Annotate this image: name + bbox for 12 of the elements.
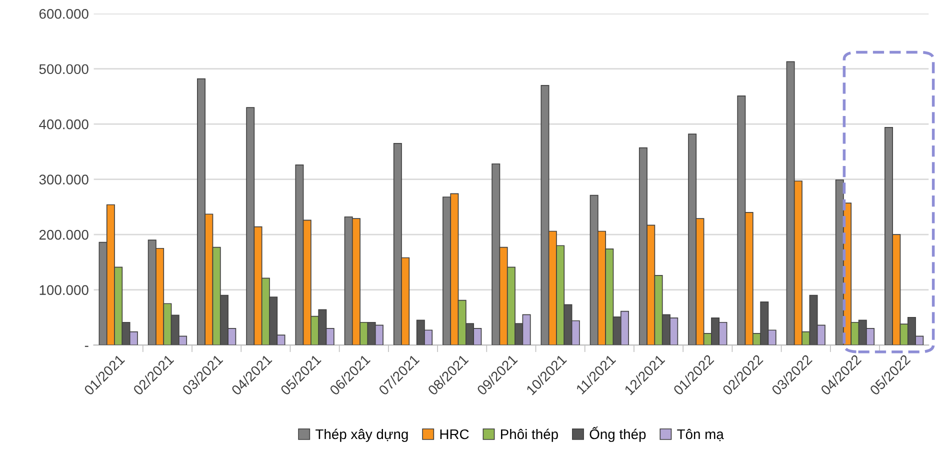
y-tick-label: 100.000 xyxy=(40,285,88,295)
y-tick-label: - xyxy=(84,346,88,347)
legend-label: Tôn mạ xyxy=(677,428,724,442)
legend-label: HRC xyxy=(440,429,469,440)
legend-label: Ống thép xyxy=(590,426,646,442)
y-tick-label: 200.000 xyxy=(39,230,88,240)
y-tick-label: 300.000 xyxy=(39,174,88,184)
y-tick-label: 500.000 xyxy=(39,64,88,74)
legend-label: Phôi thép xyxy=(501,428,558,442)
legend-label: Thép xây dựng xyxy=(316,428,408,442)
y-tick-label: 600.000 xyxy=(39,8,88,19)
y-tick-label: 400.000 xyxy=(39,119,88,130)
